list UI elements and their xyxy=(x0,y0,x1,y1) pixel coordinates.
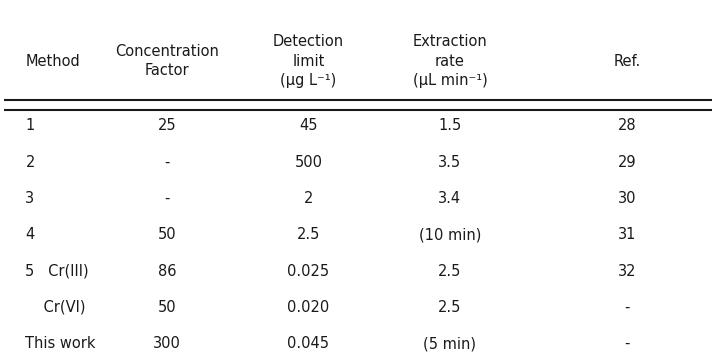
Text: -: - xyxy=(624,300,629,315)
Text: 0.025: 0.025 xyxy=(287,264,329,278)
Text: 500: 500 xyxy=(294,155,322,170)
Text: -: - xyxy=(164,191,170,206)
Text: 3: 3 xyxy=(25,191,34,206)
Text: 25: 25 xyxy=(158,118,176,133)
Text: 2: 2 xyxy=(25,155,35,170)
Text: Cr(VI): Cr(VI) xyxy=(25,300,86,315)
Text: 32: 32 xyxy=(618,264,636,278)
Text: 300: 300 xyxy=(153,336,181,351)
Text: 3.4: 3.4 xyxy=(438,191,462,206)
Text: Method: Method xyxy=(25,54,80,69)
Text: Ref.: Ref. xyxy=(614,54,641,69)
Text: Concentration
Factor: Concentration Factor xyxy=(115,44,219,78)
Text: 50: 50 xyxy=(158,227,176,242)
Text: 31: 31 xyxy=(618,227,636,242)
Text: 1.5: 1.5 xyxy=(438,118,462,133)
Text: 4: 4 xyxy=(25,227,34,242)
Text: 1: 1 xyxy=(25,118,34,133)
Text: Extraction
rate
(μL min⁻¹): Extraction rate (μL min⁻¹) xyxy=(412,34,488,88)
Text: 0.045: 0.045 xyxy=(287,336,329,351)
Text: (10 min): (10 min) xyxy=(419,227,481,242)
Text: 28: 28 xyxy=(618,118,637,133)
Text: -: - xyxy=(164,155,170,170)
Text: 2.5: 2.5 xyxy=(438,264,462,278)
Text: -: - xyxy=(624,336,629,351)
Text: 2.5: 2.5 xyxy=(296,227,320,242)
Text: 45: 45 xyxy=(299,118,318,133)
Text: 2: 2 xyxy=(304,191,313,206)
Text: 2.5: 2.5 xyxy=(438,300,462,315)
Text: 86: 86 xyxy=(158,264,176,278)
Text: 50: 50 xyxy=(158,300,176,315)
Text: (5 min): (5 min) xyxy=(423,336,476,351)
Text: 5   Cr(III): 5 Cr(III) xyxy=(25,264,89,278)
Text: This work: This work xyxy=(25,336,96,351)
Text: 30: 30 xyxy=(618,191,636,206)
Text: Detection
limit
(μg L⁻¹): Detection limit (μg L⁻¹) xyxy=(273,34,344,88)
Text: 3.5: 3.5 xyxy=(438,155,462,170)
Text: 0.020: 0.020 xyxy=(287,300,329,315)
Text: 29: 29 xyxy=(618,155,637,170)
